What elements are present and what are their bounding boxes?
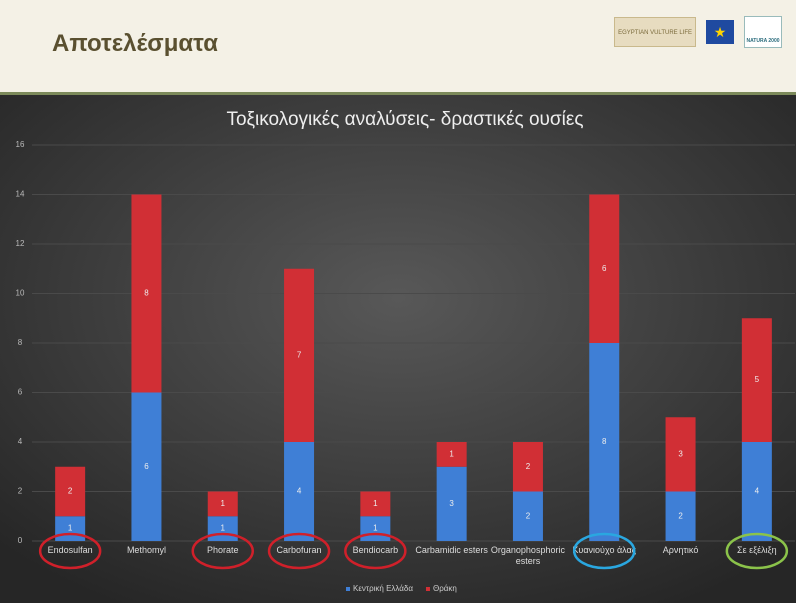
vulture-logo: EGYPTIAN VULTURE LIFE xyxy=(614,17,696,47)
data-label: 1 xyxy=(373,499,378,508)
data-label: 1 xyxy=(373,524,378,533)
data-label: 4 xyxy=(755,487,760,496)
bar xyxy=(360,491,391,517)
data-label: 8 xyxy=(144,289,149,298)
x-tick-label-box: Αρνητικό xyxy=(662,545,699,555)
y-tick-label: 14 xyxy=(16,190,25,199)
natura-logo: NATURA 2000 xyxy=(744,16,782,48)
data-label: 5 xyxy=(755,375,760,384)
label-highlight xyxy=(191,532,254,570)
bar xyxy=(284,268,315,442)
bar xyxy=(436,466,467,541)
x-tick-label: Σε εξέλιξη xyxy=(737,545,777,555)
data-label: 6 xyxy=(144,462,149,471)
bar xyxy=(55,516,86,541)
data-label: 8 xyxy=(602,437,607,446)
y-tick-label: 16 xyxy=(16,140,25,149)
x-tick-label: Carbofuran xyxy=(276,545,322,555)
bar xyxy=(512,442,543,492)
logos: EGYPTIAN VULTURE LIFE ★ NATURA 2000 xyxy=(614,16,782,48)
bar xyxy=(131,392,162,541)
bar xyxy=(360,516,391,541)
y-tick-label: 2 xyxy=(18,487,23,496)
eu-flag: ★ xyxy=(706,20,734,44)
bar xyxy=(741,442,772,541)
bar xyxy=(207,491,238,517)
bar xyxy=(589,343,620,541)
x-tick-label-box: Bendiocarb xyxy=(352,545,399,555)
label-highlight xyxy=(267,532,331,570)
x-tick-label: Phorate xyxy=(206,545,239,555)
data-label: 2 xyxy=(68,487,73,496)
x-tick-label-box: Endosulfan xyxy=(47,545,93,555)
bar xyxy=(665,417,696,492)
x-tick-label: Methomyl xyxy=(126,545,166,555)
x-tick-label-box: Carbamidic esters xyxy=(415,545,488,555)
x-tick-label-box: Methomyl xyxy=(126,545,166,555)
label-highlight xyxy=(725,532,789,570)
x-tick-label-box: Σε εξέλιξη xyxy=(737,545,777,555)
y-tick-label: 0 xyxy=(18,536,23,545)
slide-title: Αποτελέσματα xyxy=(52,30,218,57)
data-label: 1 xyxy=(68,524,73,533)
legend-label: Κεντρική Ελλάδα xyxy=(353,584,413,593)
label-highlight xyxy=(344,532,407,570)
x-tick-label: Αρνητικό xyxy=(662,545,699,555)
label-highlight xyxy=(38,532,102,570)
bar xyxy=(284,442,315,541)
bar xyxy=(589,194,620,343)
x-tick-label: Bendiocarb xyxy=(352,545,399,555)
x-tick-label-box: Organophosphoric esters xyxy=(490,545,565,566)
y-tick-label: 4 xyxy=(18,437,23,446)
data-label: 2 xyxy=(526,462,531,471)
bar xyxy=(207,516,238,541)
y-tick-label: 8 xyxy=(18,338,23,347)
x-tick-label: Carbamidic esters xyxy=(415,545,488,555)
data-label: 2 xyxy=(678,511,683,520)
legend-swatch xyxy=(425,587,430,591)
x-tick-label: Κυανιούχο άλας xyxy=(572,545,637,555)
data-label: 1 xyxy=(221,524,226,533)
x-tick-label-box: Κυανιούχο άλας xyxy=(572,545,637,555)
chart-title: Τοξικολογικές αναλύσεις- δραστικές ουσίε… xyxy=(226,109,583,130)
bar xyxy=(55,466,86,517)
x-tick-label-box: Phorate xyxy=(206,545,239,555)
data-label: 3 xyxy=(678,449,683,458)
bar xyxy=(741,318,772,442)
data-label: 6 xyxy=(602,264,607,273)
data-label: 1 xyxy=(221,499,226,508)
legend-swatch xyxy=(346,587,350,591)
bar xyxy=(512,491,543,541)
data-label: 3 xyxy=(449,499,454,508)
data-label: 2 xyxy=(526,511,531,520)
legend-label: Θράκη xyxy=(433,584,457,593)
data-label: 4 xyxy=(297,487,302,496)
y-tick-label: 12 xyxy=(16,239,25,248)
y-tick-label: 6 xyxy=(18,388,23,397)
bar xyxy=(665,491,696,541)
x-tick-label: Endosulfan xyxy=(47,545,93,555)
chart: Τοξικολογικές αναλύσεις- δραστικές ουσίε… xyxy=(0,95,796,603)
data-label: 1 xyxy=(449,449,454,458)
bar xyxy=(436,442,467,467)
data-label: 7 xyxy=(297,350,302,359)
x-tick-label: Organophosphoric esters xyxy=(490,545,565,566)
x-tick-label-box: Carbofuran xyxy=(276,545,322,555)
header-rule xyxy=(0,92,796,95)
y-tick-label: 10 xyxy=(16,289,25,298)
label-highlight xyxy=(573,532,636,570)
bar xyxy=(131,194,162,393)
